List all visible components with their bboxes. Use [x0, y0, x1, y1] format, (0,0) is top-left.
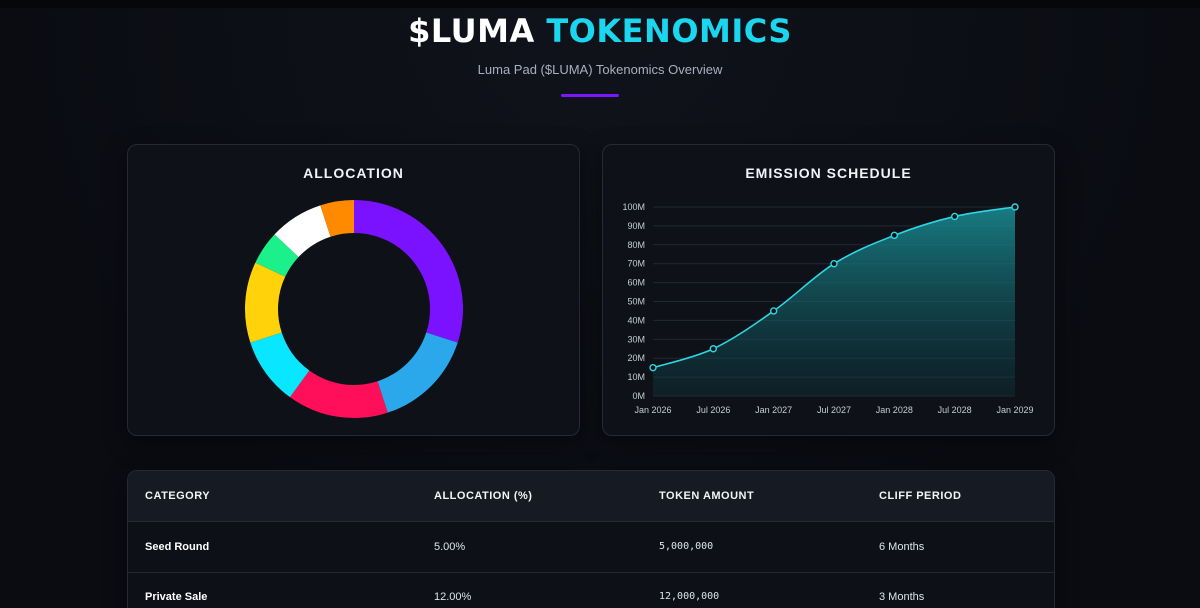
- page-title-token: $LUMA: [408, 12, 535, 50]
- x-tick-label: Jul 2026: [696, 405, 730, 415]
- cell-category: Private Sale: [145, 591, 208, 603]
- donut-slice-0[interactable]: [354, 200, 463, 343]
- donut-slice-3[interactable]: [250, 332, 310, 398]
- y-tick-label: 10M: [627, 372, 645, 382]
- emission-area: [653, 207, 1015, 396]
- cell-category: Seed Round: [145, 541, 210, 553]
- emission-title: EMISSION SCHEDULE: [745, 165, 912, 181]
- allocation-donut-chart: [245, 200, 463, 418]
- x-tick-label: Jan 2026: [634, 405, 671, 415]
- emission-point-0[interactable]: [649, 363, 657, 372]
- donut-slice-2[interactable]: [289, 370, 388, 418]
- title-divider: [561, 94, 619, 97]
- x-tick-label: Jan 2028: [876, 405, 913, 415]
- x-tick-label: Jul 2028: [938, 405, 972, 415]
- allocation-title: ALLOCATION: [303, 165, 404, 181]
- y-tick-label: 30M: [627, 334, 645, 344]
- table-row: Private Sale 12.00% 12,000,000 3 Months: [128, 572, 1054, 608]
- cell-token-amount: 12,000,000: [659, 591, 720, 602]
- header-token-amount[interactable]: TOKEN AMOUNT: [659, 490, 755, 502]
- cell-token-amount: 5,000,000: [659, 541, 714, 552]
- x-tick-label: Jan 2029: [996, 405, 1033, 415]
- x-tick-label: Jan 2027: [755, 405, 792, 415]
- y-tick-label: 20M: [627, 353, 645, 363]
- page-subtitle: Luma Pad ($LUMA) Tokenomics Overview: [477, 62, 723, 77]
- donut-slice-6[interactable]: [274, 205, 331, 257]
- emission-point-5[interactable]: [950, 212, 959, 221]
- y-tick-label: 90M: [627, 221, 645, 231]
- emission-point-4[interactable]: [890, 231, 899, 240]
- donut-slice-7[interactable]: [320, 200, 354, 237]
- donut-slice-4[interactable]: [245, 262, 286, 343]
- cell-cliff-period: 3 Months: [879, 591, 925, 603]
- tokenomics-table: CATEGORY ALLOCATION (%) TOKEN AMOUNT CLI…: [127, 470, 1055, 608]
- y-tick-label: 60M: [627, 278, 645, 288]
- header-cliff-period[interactable]: CLIFF PERIOD: [879, 490, 962, 502]
- emission-area-chart: 0M 10M 20M 30M 40M 50M 60M 70M 80M 90M 100M Jan 202…: [622, 202, 1033, 415]
- emission-point-1[interactable]: [709, 345, 718, 353]
- cell-allocation: 5.00%: [434, 541, 466, 553]
- emission-point-3[interactable]: [830, 259, 838, 268]
- header-allocation[interactable]: ALLOCATION (%): [434, 490, 533, 502]
- emission-point-2[interactable]: [769, 307, 778, 315]
- page-title-highlight: TOKENOMICS: [546, 12, 792, 50]
- y-tick-label: 80M: [627, 240, 645, 250]
- donut-slice-1[interactable]: [377, 332, 458, 413]
- emission-card: EMISSION SCHEDULE 0M 10M 20M 30M 40M 50M 60M 70…: [602, 144, 1055, 436]
- y-tick-label: 70M: [627, 259, 645, 269]
- table-header: CATEGORY ALLOCATION (%) TOKEN AMOUNT CLI…: [128, 471, 1054, 522]
- x-tick-label: Jul 2027: [817, 405, 851, 415]
- page-title: $LUMA TOKENOMICS: [0, 12, 1200, 50]
- emission-point-6[interactable]: [1011, 203, 1019, 211]
- y-tick-label: 0M: [632, 391, 645, 401]
- donut-slice-5[interactable]: [255, 234, 299, 277]
- cell-cliff-period: 6 Months: [879, 541, 925, 553]
- y-tick-label: 50M: [627, 297, 645, 307]
- y-tick-label: 100M: [622, 202, 645, 212]
- allocation-card: ALLOCATION: [127, 144, 580, 436]
- table-row: Seed Round 5.00% 5,000,000 6 Months: [128, 522, 1054, 573]
- header-category[interactable]: CATEGORY: [145, 490, 211, 502]
- top-bar: [0, 0, 1200, 8]
- cell-allocation: 12.00%: [434, 591, 472, 603]
- y-tick-label: 40M: [627, 315, 645, 325]
